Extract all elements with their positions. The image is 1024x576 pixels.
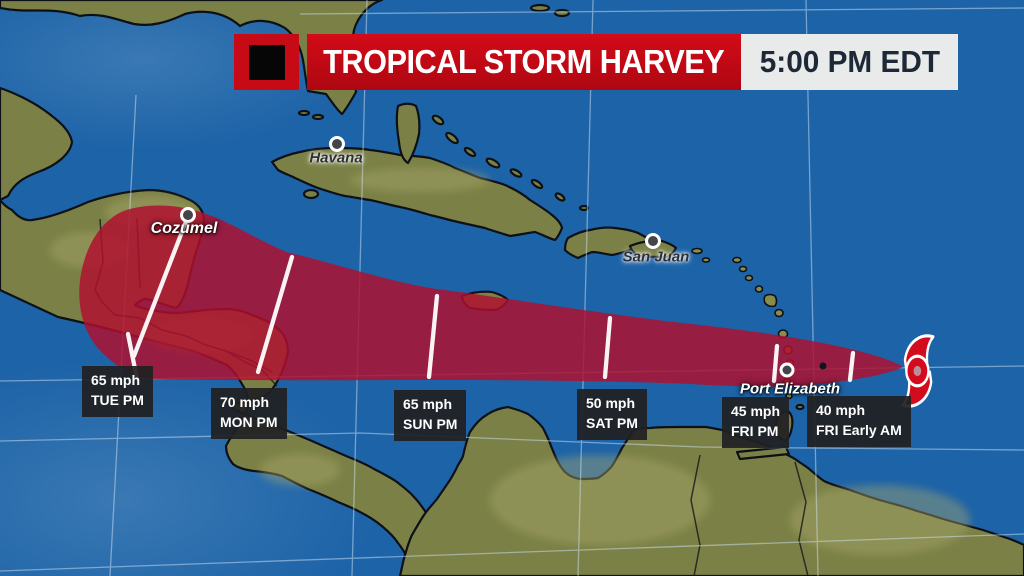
bahamas-islet [485,157,501,169]
wind-speed: 70 mph [220,394,270,410]
storm-title: TROPICAL STORM HARVEY [323,43,725,80]
antilles-islet [732,256,742,264]
cuba [270,146,564,242]
valid-time: FRI Early AM [816,421,902,438]
havana-dot [329,136,345,152]
antilles-islet [701,257,711,263]
forecast-label-sun-pm: 65 mph SUN PM [394,390,467,441]
tick-mark-sun-pm [426,293,440,380]
title-banner: TROPICAL STORM HARVEY [307,34,741,90]
grid-line [0,432,1024,451]
bahamas-islet [553,8,571,18]
bahamas-islet [463,146,477,158]
grid-line [299,7,1024,15]
tick-mark-sat-pm [602,315,613,380]
venezuela-border [690,454,701,576]
bahamas-islet [445,131,459,145]
forecast-cone [79,205,904,387]
bahamas-andros [395,102,421,165]
bahamas-islet [509,168,523,178]
antilles-islet [691,247,703,255]
tick-mark-cozumel [131,216,190,359]
antilles-islet [754,285,764,293]
antilles-islet [744,274,754,282]
storm-icon-eye [913,365,922,377]
tobago [795,403,805,411]
tick-mark-fri-am [847,350,856,383]
venezuela-border [794,461,809,576]
forecast-label-fri-pm: 45 mph FRI PM [722,397,790,448]
guadeloupe [763,293,778,308]
grid-line [0,533,1024,572]
forecast-label-mon-pm: 70 mph MON PM [211,388,287,439]
florida-keys-islet [311,113,325,121]
cozumel-dot [180,207,196,223]
isla-juventud [302,188,320,200]
bahamas-islet [554,192,566,202]
bahamas-islet [431,114,445,126]
wind-speed: 45 mph [731,403,781,419]
black-square-icon [248,44,285,80]
valid-time: FRI PM [731,422,779,439]
bahamas-islet [529,3,551,13]
tick-mark-fri-pm [771,343,780,384]
timestamp-box: 5:00 PM EDT [741,34,958,90]
forecast-tick-marks [125,216,856,384]
wind-speed: 65 mph [403,396,453,412]
grid-line [805,0,819,576]
valid-time: SAT PM [586,414,638,431]
florida-keys-islet [297,109,311,117]
turks-islet [578,204,590,212]
grid-line [577,0,594,576]
paria-peninsula [735,445,791,461]
wind-speed: 50 mph [586,395,636,411]
valid-time: SUN PM [403,415,458,432]
san-juan-dot [645,233,661,249]
alert-icon-box [234,34,299,90]
wind-speed: 40 mph [816,402,866,418]
forecast-label-fri-early-am: 40 mph FRI Early AM [807,396,911,447]
city-dots [180,136,795,378]
valid-time: MON PM [220,413,278,430]
forecast-label-tue-pm: 65 mph TUE PM [82,366,153,417]
valid-time: TUE PM [91,391,144,408]
antilles-islet [738,265,748,273]
mexico-coast [0,86,74,202]
bahamas-islet [530,178,544,190]
forecast-label-sat-pm: 50 mph SAT PM [577,389,647,440]
barbados-islet [819,362,827,370]
tick-mark-mon-pm [255,254,295,375]
timestamp: 5:00 PM EDT [759,44,940,79]
antilles-islet [774,308,784,318]
port-elizabeth-dot [779,362,795,378]
wind-speed: 65 mph [91,372,141,388]
